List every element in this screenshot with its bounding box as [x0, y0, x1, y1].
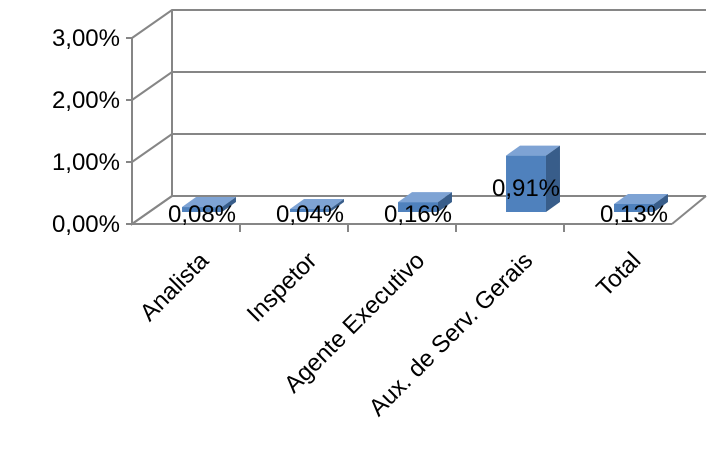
bar-4-side [653, 193, 668, 212]
bar-4-front [614, 203, 654, 212]
bar-2-top [398, 192, 452, 203]
gridline [131, 71, 706, 101]
data-labels: 0,08% 0,04% 0,16% 0,91% 0,13% [168, 175, 668, 228]
y-axis: 0,00% 1,00% 2,00% 3,00% [52, 25, 132, 238]
bar-3-top [506, 145, 560, 156]
bar-0-top [182, 197, 236, 208]
bar-3-front [506, 155, 546, 212]
gridline [131, 9, 706, 39]
y-tick-label: 3,00% [52, 25, 120, 52]
y-tick-label: 0,00% [52, 211, 120, 238]
bar-0-side [221, 197, 236, 212]
x-tick-label-0: Analista [135, 247, 215, 327]
data-label-2: 0,16% [384, 201, 452, 228]
gridline [131, 133, 706, 163]
x-tick-label-1: Inspetor [242, 247, 322, 327]
bar-2-side [437, 192, 452, 212]
x-tick-label-4: Total [591, 247, 646, 302]
bar-1-front [290, 209, 330, 212]
y-tick-label: 2,00% [52, 87, 120, 114]
gridlines [131, 9, 706, 225]
data-label-0: 0,08% [168, 201, 236, 228]
data-label-1: 0,04% [276, 201, 344, 228]
bar-1-side [329, 199, 344, 212]
bar-4-top [614, 193, 668, 204]
bar-2-front [398, 202, 438, 212]
bars [182, 145, 668, 212]
side-wall [131, 10, 173, 226]
bar-0-front [182, 207, 222, 212]
floor-right-edge [671, 195, 707, 225]
data-label-3: 0,91% [492, 175, 560, 202]
bar-1-top [290, 199, 344, 209]
data-label-4: 0,13% [600, 201, 668, 228]
bar-3-side [545, 145, 560, 212]
y-tick-label: 1,00% [52, 149, 120, 176]
chart-walls [131, 10, 707, 226]
